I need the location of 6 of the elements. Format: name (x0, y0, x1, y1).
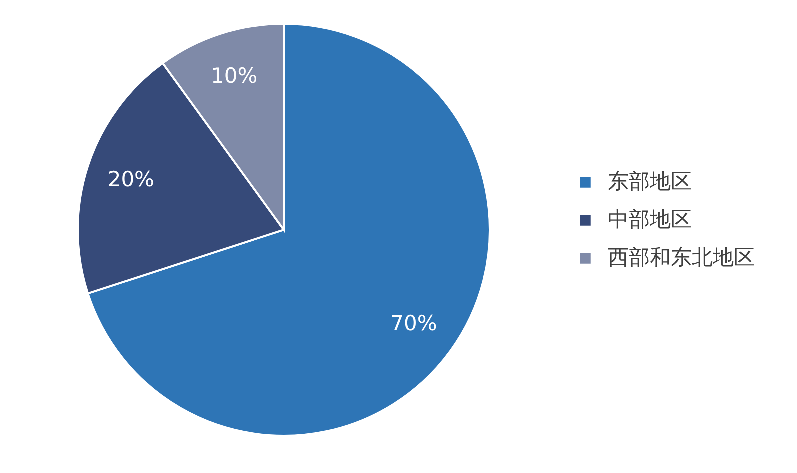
legend-label: 东部地区 (608, 170, 692, 194)
data-label: 10% (211, 64, 258, 88)
legend-label: 西部和东北地区 (608, 246, 755, 270)
legend-label: 中部地区 (608, 208, 692, 232)
data-label: 20% (108, 167, 155, 192)
data-label: 70% (390, 311, 438, 336)
